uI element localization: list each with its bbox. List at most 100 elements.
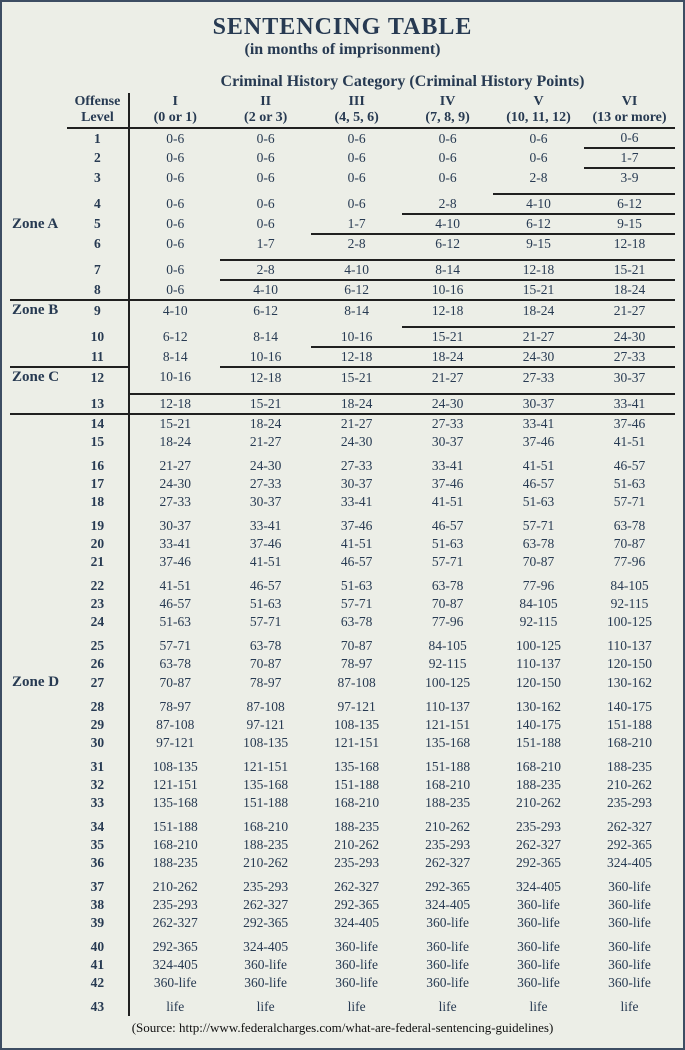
- sentence-cell: 360-life: [402, 956, 493, 974]
- sentence-cell: 24-30: [584, 327, 675, 347]
- sentence-cell: 18-24: [493, 300, 584, 320]
- sentence-cell: 0-6: [584, 128, 675, 148]
- sentence-cell: 63-78: [220, 637, 311, 655]
- cat-header-2: II(2 or 3): [220, 93, 311, 128]
- zone-label-cell: [10, 998, 67, 1016]
- sentence-cell: 24-30: [402, 394, 493, 414]
- sentence-cell: 24-30: [129, 475, 220, 493]
- sentence-cell: 33-41: [311, 493, 402, 511]
- sentence-cell: 2-8: [220, 260, 311, 280]
- zone-label-cell: [10, 613, 67, 631]
- sentence-cell: 324-405: [220, 938, 311, 956]
- table-row: 34151-188168-210188-235210-262235-293262…: [10, 818, 675, 836]
- sentence-cell: 46-57: [493, 475, 584, 493]
- sentence-cell: 18-24: [129, 433, 220, 451]
- sentence-cell: 0-6: [220, 214, 311, 234]
- sentence-cell: 51-63: [129, 613, 220, 631]
- sentence-cell: 12-18: [402, 300, 493, 320]
- sentence-cell: 324-405: [402, 896, 493, 914]
- sentence-cell: 92-115: [493, 613, 584, 631]
- table-row: 10-60-60-60-60-60-6: [10, 128, 675, 148]
- offense-level-cell: 9: [67, 300, 130, 320]
- sentence-cell: 360-life: [220, 974, 311, 992]
- zone-label-cell: [10, 878, 67, 896]
- sentence-cell: 77-96: [584, 553, 675, 571]
- sentence-cell: 97-121: [220, 716, 311, 734]
- offense-header-2: Level: [81, 110, 114, 125]
- sentence-cell: 120-150: [493, 673, 584, 692]
- sentence-cell: 0-6: [311, 194, 402, 214]
- sentence-cell: 0-6: [311, 168, 402, 187]
- offense-level-cell: 40: [67, 938, 130, 956]
- offense-level-cell: 6: [67, 234, 130, 253]
- sentence-cell: 360-life: [311, 974, 402, 992]
- sentence-cell: 12-18: [220, 367, 311, 387]
- sentence-cell: 37-46: [584, 414, 675, 433]
- offense-level-cell: 27: [67, 673, 130, 692]
- zone-label-cell: [10, 457, 67, 475]
- sentence-cell: 33-41: [402, 457, 493, 475]
- sentence-cell: 168-210: [402, 776, 493, 794]
- sentence-cell: 168-210: [311, 794, 402, 812]
- sentence-cell: 21-27: [493, 327, 584, 347]
- sentence-cell: 77-96: [402, 613, 493, 631]
- sentence-cell: 9-15: [584, 214, 675, 234]
- sentence-cell: 151-188: [402, 758, 493, 776]
- zone-label-cell: [10, 260, 67, 280]
- sentence-cell: life: [220, 998, 311, 1016]
- sentence-cell: 41-51: [311, 535, 402, 553]
- offense-level-cell: 29: [67, 716, 130, 734]
- sentence-cell: 21-27: [584, 300, 675, 320]
- sentence-cell: 130-162: [493, 698, 584, 716]
- offense-level-cell: 16: [67, 457, 130, 475]
- category-super-header: Criminal History Category (Criminal Hist…: [130, 73, 675, 91]
- zone-label-cell: [10, 818, 67, 836]
- sentence-cell: 27-33: [493, 367, 584, 387]
- sentence-cell: 324-405: [311, 914, 402, 932]
- sentence-cell: life: [584, 998, 675, 1016]
- sentence-cell: 262-327: [311, 878, 402, 896]
- sentence-cell: 8-14: [220, 327, 311, 347]
- zone-label-cell: [10, 347, 67, 367]
- page-title: SENTENCING TABLE: [10, 14, 675, 41]
- sentence-cell: 97-121: [311, 698, 402, 716]
- sentence-cell: 120-150: [584, 655, 675, 673]
- offense-level-cell: 8: [67, 280, 130, 300]
- offense-level-cell: 20: [67, 535, 130, 553]
- table-row: 20-60-60-60-60-61-7: [10, 148, 675, 168]
- sentence-cell: 41-51: [220, 553, 311, 571]
- sentence-cell: 87-108: [311, 673, 402, 692]
- sentence-cell: 100-125: [402, 673, 493, 692]
- sentence-cell: 10-16: [220, 347, 311, 367]
- sentence-cell: 24-30: [220, 457, 311, 475]
- sentence-cell: 151-188: [493, 734, 584, 752]
- sentence-cell: 30-37: [311, 475, 402, 493]
- sentence-cell: 235-293: [311, 854, 402, 872]
- sentence-cell: 70-87: [129, 673, 220, 692]
- sentence-cell: 360-life: [584, 878, 675, 896]
- offense-level-cell: 36: [67, 854, 130, 872]
- sentence-cell: 10-16: [402, 280, 493, 300]
- offense-level-cell: 38: [67, 896, 130, 914]
- zone-label-cell: [10, 194, 67, 214]
- sentence-cell: 168-210: [493, 758, 584, 776]
- table-row: 42360-life360-life360-life360-life360-li…: [10, 974, 675, 992]
- sentence-cell: 262-327: [402, 854, 493, 872]
- sentence-cell: 15-21: [311, 367, 402, 387]
- zone-label-cell: [10, 974, 67, 992]
- table-row: 2241-5146-5751-6363-7877-9684-105: [10, 577, 675, 595]
- sentence-cell: 360-life: [402, 914, 493, 932]
- sentence-cell: 41-51: [402, 493, 493, 511]
- sentence-cell: 110-137: [493, 655, 584, 673]
- sentence-cell: 188-235: [584, 758, 675, 776]
- sentence-cell: 140-175: [493, 716, 584, 734]
- offense-level-cell: 7: [67, 260, 130, 280]
- cat-header-4: IV(7, 8, 9): [402, 93, 493, 128]
- sentence-cell: 168-210: [584, 734, 675, 752]
- source-text: (Source: http://www.federalcharges.com/w…: [10, 1020, 675, 1036]
- cat-header-3: III(4, 5, 6): [311, 93, 402, 128]
- table-row: 33135-168151-188168-210188-235210-262235…: [10, 794, 675, 812]
- table-row: 2878-9787-10897-121110-137130-162140-175: [10, 698, 675, 716]
- sentence-cell: 110-137: [584, 637, 675, 655]
- sentence-cell: 78-97: [220, 673, 311, 692]
